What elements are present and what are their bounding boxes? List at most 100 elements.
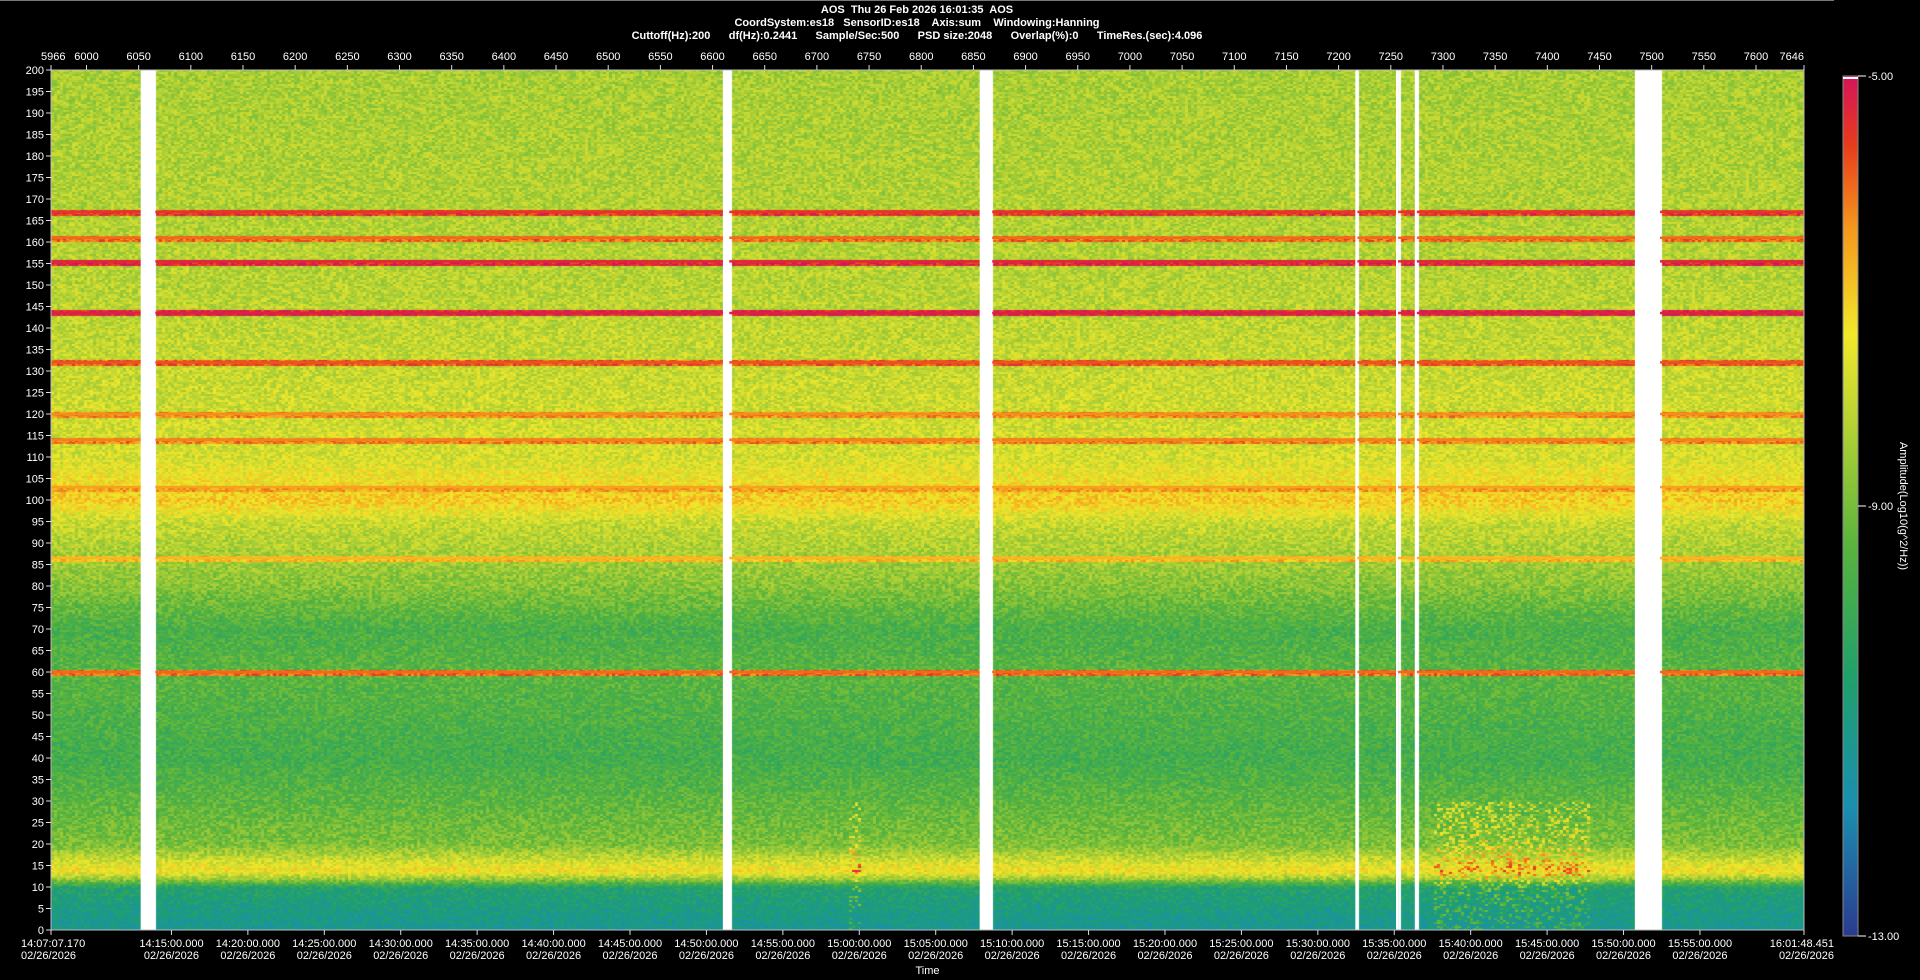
top-tick-label: 6950 bbox=[1066, 51, 1090, 63]
chart-header: AOS Thu 26 Feb 2026 16:01:35 AOS CoordSy… bbox=[0, 4, 1834, 43]
data-gap bbox=[1414, 70, 1417, 930]
top-tick-label: 6250 bbox=[335, 51, 359, 63]
top-tick-label: 7250 bbox=[1379, 51, 1403, 63]
top-tick-label: 7646 bbox=[1780, 51, 1804, 63]
top-tick-label: 7150 bbox=[1274, 51, 1298, 63]
y-tick-label: 195 bbox=[26, 87, 44, 99]
colorbar bbox=[1842, 75, 1859, 937]
axis-info: Axis:sum bbox=[931, 17, 982, 29]
y-tick-label: 140 bbox=[26, 323, 44, 335]
y-tick-label: 10 bbox=[32, 882, 44, 894]
y-tick-label: 90 bbox=[32, 538, 44, 550]
date-tick-label: 02/26/2026 bbox=[1367, 950, 1422, 962]
top-tick-label: 6000 bbox=[74, 51, 98, 63]
y-tick-label: 110 bbox=[26, 452, 44, 464]
y-tick-label: 70 bbox=[32, 624, 44, 636]
colorbar-tick-label: -9.00 bbox=[1868, 501, 1893, 513]
top-tick-label: 7550 bbox=[1692, 51, 1716, 63]
time-tick-label: 15:25:00.000 bbox=[1209, 938, 1273, 950]
colorbar-gradient bbox=[1843, 76, 1858, 936]
y-tick-label: 130 bbox=[26, 366, 44, 378]
top-tick-label: 7500 bbox=[1639, 51, 1663, 63]
time-tick-label: 14:20:00.000 bbox=[216, 938, 280, 950]
time-tick-label: 15:05:00.000 bbox=[904, 938, 968, 950]
top-tick-label: 6500 bbox=[596, 51, 620, 63]
y-tick-label: 85 bbox=[32, 560, 44, 572]
y-tick-label: 50 bbox=[32, 710, 44, 722]
time-tick-label: 15:40:00.000 bbox=[1439, 938, 1503, 950]
top-tick-label: 6050 bbox=[126, 51, 150, 63]
y-tick-label: 150 bbox=[26, 280, 44, 292]
y-tick-label: 155 bbox=[26, 259, 44, 271]
plot-area bbox=[51, 70, 1804, 930]
psd-size-info: PSD size:2048 bbox=[917, 30, 993, 42]
y-tick-label: 15 bbox=[32, 861, 44, 873]
date-tick-label: 02/26/2026 bbox=[1672, 950, 1727, 962]
top-tick-label: 7000 bbox=[1118, 51, 1142, 63]
colorbar-title: Amplitude(Log10(g^2/Hz)) bbox=[1897, 442, 1909, 570]
y-tick-label: 175 bbox=[26, 173, 44, 185]
header-line-2: CoordSystem:es18 SensorID:es18 Axis:sum … bbox=[0, 17, 1834, 30]
title-right: AOS bbox=[989, 4, 1014, 16]
top-tick-label: 7200 bbox=[1326, 51, 1350, 63]
cutoff-info: Cuttoff(Hz):200 bbox=[631, 30, 711, 42]
y-tick-label: 95 bbox=[32, 517, 44, 529]
time-tick-label: 14:15:00.000 bbox=[139, 938, 203, 950]
top-tick-label: 6650 bbox=[752, 51, 776, 63]
top-tick-label: 6150 bbox=[231, 51, 255, 63]
header-rule bbox=[0, 0, 1834, 1]
date-tick-label: 02/26/2026 bbox=[1290, 950, 1345, 962]
title-left: AOS bbox=[820, 4, 845, 16]
time-res-info: TimeRes.(sec):4.096 bbox=[1096, 30, 1203, 42]
top-tick-label: 7600 bbox=[1744, 51, 1768, 63]
time-tick-label: 16:01:48.451 bbox=[1770, 938, 1834, 950]
date-tick-label: 02/26/2026 bbox=[908, 950, 963, 962]
date-tick-label: 02/26/2026 bbox=[297, 950, 352, 962]
top-tick-label: 7100 bbox=[1222, 51, 1246, 63]
date-tick-label: 02/26/2026 bbox=[755, 950, 810, 962]
time-tick-label: 15:00:00.000 bbox=[827, 938, 891, 950]
top-tick-label: 6750 bbox=[857, 51, 881, 63]
top-tick-label: 7400 bbox=[1535, 51, 1559, 63]
date-tick-label: 02/26/2026 bbox=[1779, 950, 1834, 962]
date-tick-label: 02/26/2026 bbox=[21, 950, 76, 962]
time-tick-label: 15:45:00.000 bbox=[1515, 938, 1579, 950]
time-tick-label: 14:35:00.000 bbox=[445, 938, 509, 950]
time-tick-label: 14:30:00.000 bbox=[369, 938, 433, 950]
time-tick-label: 14:25:00.000 bbox=[292, 938, 356, 950]
y-tick-label: 25 bbox=[32, 818, 44, 830]
y-tick-label: 40 bbox=[32, 753, 44, 765]
date-tick-label: 02/26/2026 bbox=[602, 950, 657, 962]
top-tick-label: 6450 bbox=[544, 51, 568, 63]
y-tick-label: 30 bbox=[32, 796, 44, 808]
top-tick-label: 6200 bbox=[283, 51, 307, 63]
top-tick-label: 6900 bbox=[1013, 51, 1037, 63]
y-tick-label: 75 bbox=[32, 603, 44, 615]
top-tick-label: 6600 bbox=[700, 51, 724, 63]
y-tick-label: 160 bbox=[26, 237, 44, 249]
date-tick-label: 02/26/2026 bbox=[985, 950, 1040, 962]
date-tick-label: 02/26/2026 bbox=[1520, 950, 1575, 962]
y-tick-label: 180 bbox=[26, 151, 44, 163]
y-tick-label: 115 bbox=[26, 431, 44, 443]
top-tick-label: 6850 bbox=[961, 51, 985, 63]
y-tick-label: 165 bbox=[26, 216, 44, 228]
top-tick-label: 6350 bbox=[439, 51, 463, 63]
y-tick-label: 120 bbox=[26, 409, 44, 421]
date-tick-label: 02/26/2026 bbox=[450, 950, 505, 962]
top-tick-label: 6300 bbox=[387, 51, 411, 63]
top-tick-label: 7300 bbox=[1431, 51, 1455, 63]
time-tick-label: 15:30:00.000 bbox=[1286, 938, 1350, 950]
time-tick-label: 14:07:07.170 bbox=[21, 938, 85, 950]
date-tick-label: 02/26/2026 bbox=[1214, 950, 1269, 962]
title-date: Thu 26 Feb 2026 16:01:35 bbox=[850, 4, 984, 16]
y-tick-label: 20 bbox=[32, 839, 44, 851]
top-tick-label: 6550 bbox=[648, 51, 672, 63]
date-tick-label: 02/26/2026 bbox=[1137, 950, 1192, 962]
data-gap bbox=[722, 70, 730, 930]
data-gap bbox=[979, 70, 993, 930]
y-tick-label: 190 bbox=[26, 108, 44, 120]
top-tick-label: 6700 bbox=[805, 51, 829, 63]
sample-rate-info: Sample/Sec:500 bbox=[815, 30, 900, 42]
